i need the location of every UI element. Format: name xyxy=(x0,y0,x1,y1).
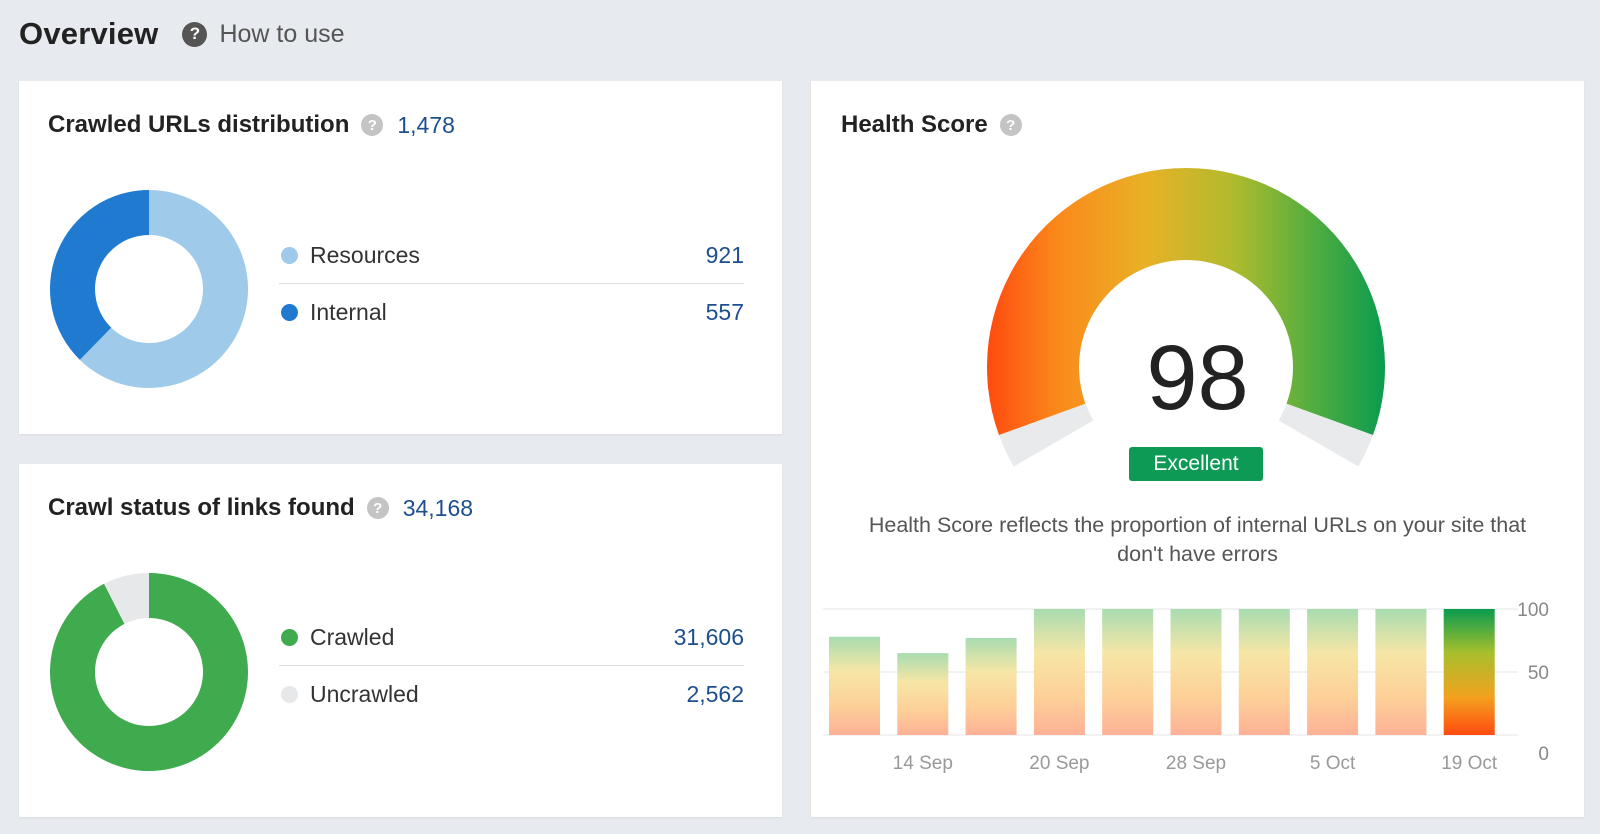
y-tick-label: 100 xyxy=(1517,600,1549,621)
help-icon[interactable]: ? xyxy=(366,497,389,519)
legend: Crawled 31,606 Uncrawled 2,562 xyxy=(279,609,744,723)
chart-bar[interactable] xyxy=(1102,609,1154,735)
x-tick-label: 14 Sep xyxy=(893,753,953,774)
card-title: Crawl status of links found xyxy=(48,494,355,521)
donut-chart xyxy=(49,573,248,771)
overview-header: Overview ? How to use xyxy=(19,12,345,56)
chart-bar[interactable] xyxy=(965,637,1017,735)
chart-bar[interactable] xyxy=(1238,609,1290,735)
crawl-status-card: Crawl status of links found ? 34,168 Cra… xyxy=(19,464,782,817)
legend-label: Resources xyxy=(310,241,420,268)
chart-bar[interactable] xyxy=(1170,609,1222,735)
legend-label: Uncrawled xyxy=(310,681,419,707)
donut-chart xyxy=(50,190,249,388)
total-count: 1,478 xyxy=(397,111,455,138)
help-icon[interactable]: ? xyxy=(361,114,384,136)
donut-slice-resources[interactable] xyxy=(79,190,249,388)
x-tick-label: 28 Sep xyxy=(1166,753,1226,774)
crawled-urls-card: Crawled URLs distribution ? 1,478 Resour… xyxy=(19,81,782,434)
chart-bar[interactable] xyxy=(829,636,880,735)
legend-item-crawled[interactable]: Crawled 31,606 xyxy=(279,609,744,666)
legend-value: 921 xyxy=(705,241,744,268)
rating-badge: Excellent xyxy=(1129,447,1263,481)
gauge-track xyxy=(1278,403,1373,467)
card-title: Crawled URLs distribution xyxy=(48,111,350,138)
y-tick-label: 50 xyxy=(1528,663,1549,684)
legend-item-resources[interactable]: Resources 921 xyxy=(279,227,744,284)
legend-dot xyxy=(281,628,298,646)
chart-bar[interactable] xyxy=(897,653,949,735)
legend-dot xyxy=(281,246,298,264)
how-to-use-label: How to use xyxy=(219,19,345,48)
total-count: 34,168 xyxy=(402,494,474,521)
chart-bar[interactable] xyxy=(1375,609,1427,735)
y-tick-label: 0 xyxy=(1538,744,1549,765)
legend-item-uncrawled[interactable]: Uncrawled 2,562 xyxy=(279,666,744,723)
legend-value: 31,606 xyxy=(673,623,744,650)
chart-bar[interactable] xyxy=(1443,609,1495,735)
gauge-arc xyxy=(987,167,1385,436)
help-icon[interactable]: ? xyxy=(999,114,1022,136)
gauge-track xyxy=(999,403,1094,467)
x-tick-label: 19 Oct xyxy=(1441,753,1498,774)
legend-label: Internal xyxy=(310,299,387,325)
legend-dot xyxy=(281,686,298,703)
x-tick-label: 20 Sep xyxy=(1029,753,1089,774)
health-history-chart: 100 50 0 14 Sep 20 Sep 28 Sep 5 Oct 19 Oct xyxy=(823,600,1549,774)
help-icon: ? xyxy=(182,21,208,47)
donut-slice-crawled[interactable] xyxy=(49,573,248,771)
legend-item-internal[interactable]: Internal 557 xyxy=(279,284,744,341)
x-tick-label: 5 Oct xyxy=(1310,753,1356,774)
donut-slice-uncrawled[interactable] xyxy=(104,573,149,624)
card-title: Health Score xyxy=(841,111,988,138)
health-score-description: Health Score reflects the proportion of … xyxy=(868,513,1527,566)
how-to-use-link[interactable]: ? How to use xyxy=(182,19,345,49)
legend-value: 2,562 xyxy=(686,681,744,707)
page-title: Overview xyxy=(19,16,159,51)
legend-label: Crawled xyxy=(310,623,395,650)
health-gauge xyxy=(987,167,1385,467)
health-score-card: Health Score ? 98 Excellent Health Score… xyxy=(811,81,1584,817)
health-score-value: 98 xyxy=(1146,327,1249,429)
legend-value: 557 xyxy=(705,299,744,325)
chart-bar[interactable] xyxy=(1033,609,1085,735)
donut-slice-internal[interactable] xyxy=(50,190,149,360)
chart-bar[interactable] xyxy=(1307,609,1359,735)
legend: Resources 921 Internal 557 xyxy=(279,227,744,341)
legend-dot xyxy=(281,304,298,321)
